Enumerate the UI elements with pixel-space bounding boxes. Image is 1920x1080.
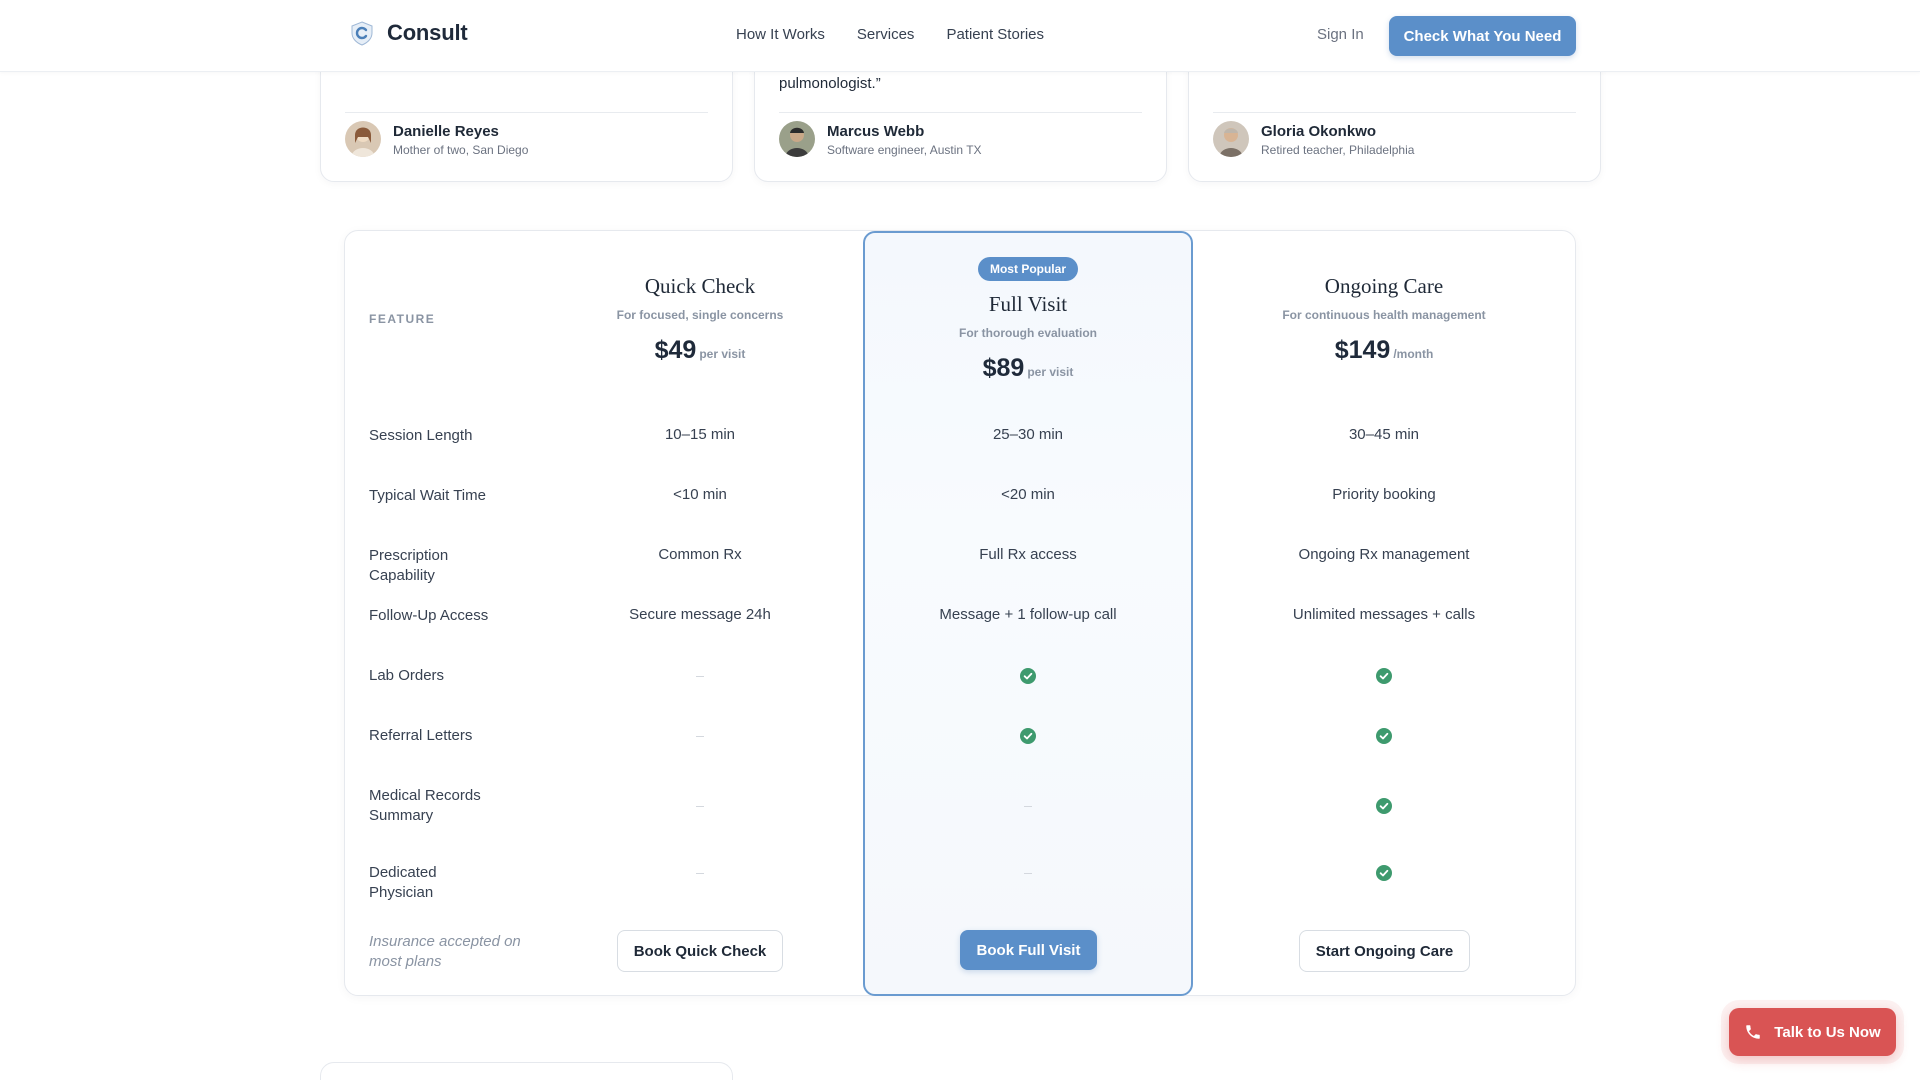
- plan-name: Ongoing Care: [1324, 274, 1444, 298]
- testimonial-quote: pulmonologist.”: [779, 75, 881, 92]
- insurance-note: Insurance accepted on most plans: [369, 933, 521, 970]
- talk-to-us-now-button[interactable]: Talk to Us Now: [1729, 1008, 1896, 1056]
- testimonial-name: Danielle Reyes: [393, 123, 499, 140]
- check-icon: [1376, 865, 1392, 881]
- not-included-dash: [696, 873, 704, 874]
- check-icon: [1376, 798, 1392, 814]
- logo-icon: [351, 21, 373, 46]
- feature-value: Common Rx: [658, 546, 742, 563]
- testimonial-name: Marcus Webb: [827, 123, 925, 140]
- check-icon: [1020, 668, 1036, 684]
- plan-name: Quick Check: [644, 274, 756, 298]
- start-ongoing-care-button[interactable]: Start Ongoing Care: [1299, 930, 1470, 972]
- plan-price: $49: [654, 336, 697, 364]
- feature-value: Unlimited messages + calls: [1292, 606, 1476, 623]
- feature-value: Full Rx access: [979, 546, 1077, 563]
- main-nav: How It Works Services Patient Stories: [736, 26, 1044, 43]
- testimonial-role: Retired teacher, Philadelphia: [1261, 143, 1415, 157]
- phone-icon: [1746, 1025, 1761, 1039]
- feature-label: Session Length: [369, 427, 473, 444]
- plan-header-ongoing-care: Ongoing Care For continuous health manag…: [1254, 274, 1514, 365]
- not-included-dash: [696, 736, 704, 737]
- feature-value: Message + 1 follow-up call: [939, 606, 1117, 623]
- talk-label: Talk to Us Now: [1774, 1023, 1881, 1041]
- feature-value: <10 min: [673, 486, 727, 503]
- not-included-dash: [1024, 873, 1032, 874]
- feature-value: Priority booking: [1332, 486, 1436, 503]
- feature-label: Dedicated Physician: [369, 864, 437, 901]
- check-what-you-need-button[interactable]: Check What You Need: [1389, 16, 1576, 56]
- divider: [779, 112, 1142, 113]
- brand-name: Consult: [387, 20, 468, 45]
- testimonial-role: Software engineer, Austin TX: [827, 143, 982, 157]
- check-icon: [1376, 728, 1392, 744]
- plan-header-quick-check: Quick Check For focused, single concerns…: [600, 274, 800, 365]
- not-included-dash: [1024, 806, 1032, 807]
- not-included-dash: [696, 806, 704, 807]
- testimonial-role: Mother of two, San Diego: [393, 143, 529, 157]
- plan-subtitle: For continuous health management: [1282, 308, 1486, 322]
- feature-label: Prescription Capability: [369, 547, 449, 584]
- plan-price-unit: per visit: [699, 347, 746, 361]
- check-icon: [1376, 668, 1392, 684]
- plan-price-unit: per visit: [1027, 365, 1074, 379]
- feature-value: <20 min: [1001, 486, 1055, 503]
- avatar: [1213, 121, 1249, 157]
- nav-how-it-works[interactable]: How It Works: [736, 26, 825, 43]
- feature-label: Lab Orders: [369, 667, 445, 684]
- top-navigation: Consult How It Works Services Patient St…: [0, 0, 1920, 72]
- testimonial-name: Gloria Okonkwo: [1261, 123, 1377, 140]
- nav-patient-stories[interactable]: Patient Stories: [946, 26, 1044, 43]
- divider: [345, 112, 708, 113]
- brand-logo[interactable]: Consult: [349, 20, 468, 46]
- check-icon: [1020, 728, 1036, 744]
- sign-in-link[interactable]: Sign In: [1317, 26, 1364, 43]
- most-popular-badge: Most Popular: [978, 257, 1078, 281]
- feature-value: 25–30 min: [992, 426, 1064, 443]
- next-section-card: [320, 1062, 733, 1080]
- plan-name: Full Visit: [988, 292, 1068, 316]
- featured-plan-column: [863, 231, 1193, 996]
- plan-subtitle: For focused, single concerns: [616, 308, 784, 322]
- nav-services[interactable]: Services: [856, 26, 915, 43]
- feature-label: Referral Letters: [369, 727, 473, 744]
- plan-price: $89: [982, 354, 1025, 382]
- plan-subtitle: For thorough evaluation: [959, 326, 1097, 340]
- plan-price: $149: [1334, 336, 1391, 364]
- plan-price-unit: /month: [1393, 347, 1434, 361]
- plan-header-full-visit: Full Visit For thorough evaluation $89 pe…: [928, 292, 1128, 383]
- book-quick-check-button[interactable]: Book Quick Check: [617, 930, 783, 972]
- feature-value: 10–15 min: [664, 426, 736, 443]
- feature-label: Follow-Up Access: [369, 607, 489, 624]
- feature-label: Medical Records Summary: [369, 787, 481, 824]
- not-included-dash: [696, 676, 704, 677]
- feature-value: Ongoing Rx management: [1298, 546, 1470, 563]
- feature-label: Typical Wait Time: [369, 487, 486, 504]
- book-full-visit-button[interactable]: Book Full Visit: [960, 930, 1097, 970]
- feature-value: Secure message 24h: [629, 606, 771, 623]
- feature-column-header: FEATURE: [369, 312, 436, 326]
- avatar: [345, 121, 381, 157]
- feature-value: 30–45 min: [1348, 426, 1420, 443]
- avatar: [779, 121, 815, 157]
- divider: [1213, 112, 1576, 113]
